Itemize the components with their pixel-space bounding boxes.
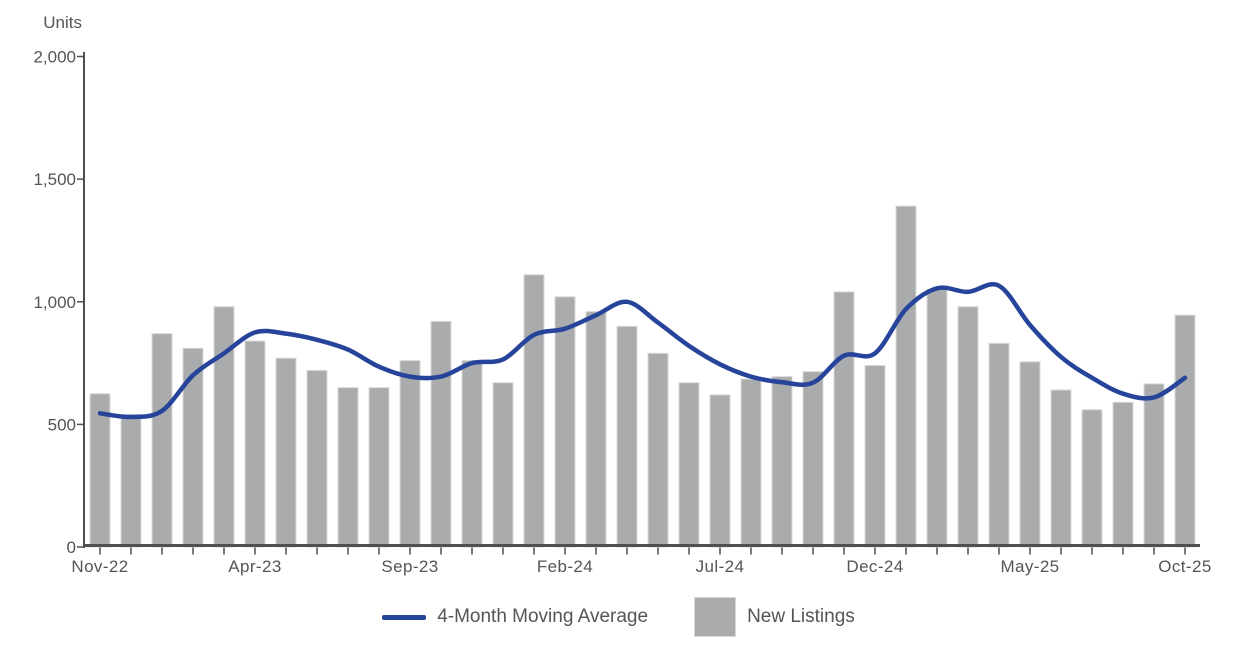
bar-Dec-23 [492,382,514,548]
legend-item-moving-average: 4-Month Moving Average [382,606,648,628]
bar-Jul-25 [1081,409,1103,548]
y-tick-label: 1,500 [33,170,76,189]
bar-Sep-25 [1143,383,1165,548]
bar-Aug-25 [1112,401,1134,548]
moving-average-line [97,282,1188,420]
bar-Apr-24 [616,325,638,548]
bar-Jul-24 [709,394,731,548]
y-tick-label: 2,000 [33,48,76,67]
y-tick-label: 0 [67,538,76,557]
bar-Jan-24 [523,274,545,548]
x-tick-label: Feb-24 [537,557,593,576]
bar-Sep-23 [399,360,421,548]
new-listings-legend-label: New Listings [747,606,855,627]
bar-Jan-25 [895,205,917,548]
x-tick-label: May-25 [1000,557,1059,576]
bar-Mar-23 [213,306,235,548]
moving-average-legend-label: 4-Month Moving Average [437,606,649,627]
bar-Feb-25 [926,289,948,548]
bar-Jul-23 [337,387,359,548]
bar-Jan-23 [151,333,173,548]
x-tick-label: Nov-22 [71,557,128,576]
x-tick-label: Jul-24 [696,557,745,576]
legend-item-new-listings: New Listings [694,597,855,637]
bar-Aug-24 [740,378,762,548]
bar-Nov-23 [461,360,483,548]
legend: 4-Month Moving Average New Listings [0,594,1237,640]
bar-Oct-24 [802,371,824,548]
x-tick-label: Sep-23 [381,557,438,576]
bar-Feb-24 [554,296,576,548]
x-tick-label: Oct-25 [1158,557,1211,576]
new-listings-bar-swatch [694,597,737,637]
y-tick-label: 1,000 [33,293,76,312]
bar-May-24 [647,352,669,548]
x-tick-label: Apr-23 [228,557,281,576]
bar-Nov-24 [833,291,855,548]
bar-May-25 [1019,361,1041,548]
y-tick-label: 500 [48,415,76,434]
bar-Jun-24 [678,382,700,548]
bar-Aug-23 [368,387,390,548]
bar-Dec-24 [864,365,886,548]
bar-Mar-24 [585,311,607,548]
bar-Mar-25 [957,306,979,548]
units-chart: 0 500 1,000 1,500 2,000 Nov-22 Apr-23 Sep-23 Feb… [33,48,1211,577]
bar-Jun-25 [1050,389,1072,548]
bar-Oct-23 [430,320,452,548]
x-tick-label: Dec-24 [846,557,903,576]
y-axis-title: Units [43,13,82,32]
bar-May-23 [275,357,297,548]
bar-Dec-22 [120,414,142,548]
bar-Sep-24 [771,376,793,548]
bar-Jun-23 [306,369,328,548]
moving-average-line-swatch [382,614,427,620]
bar-Oct-25 [1174,314,1196,548]
bar-Apr-25 [988,342,1010,548]
bar-Apr-23 [244,340,266,548]
